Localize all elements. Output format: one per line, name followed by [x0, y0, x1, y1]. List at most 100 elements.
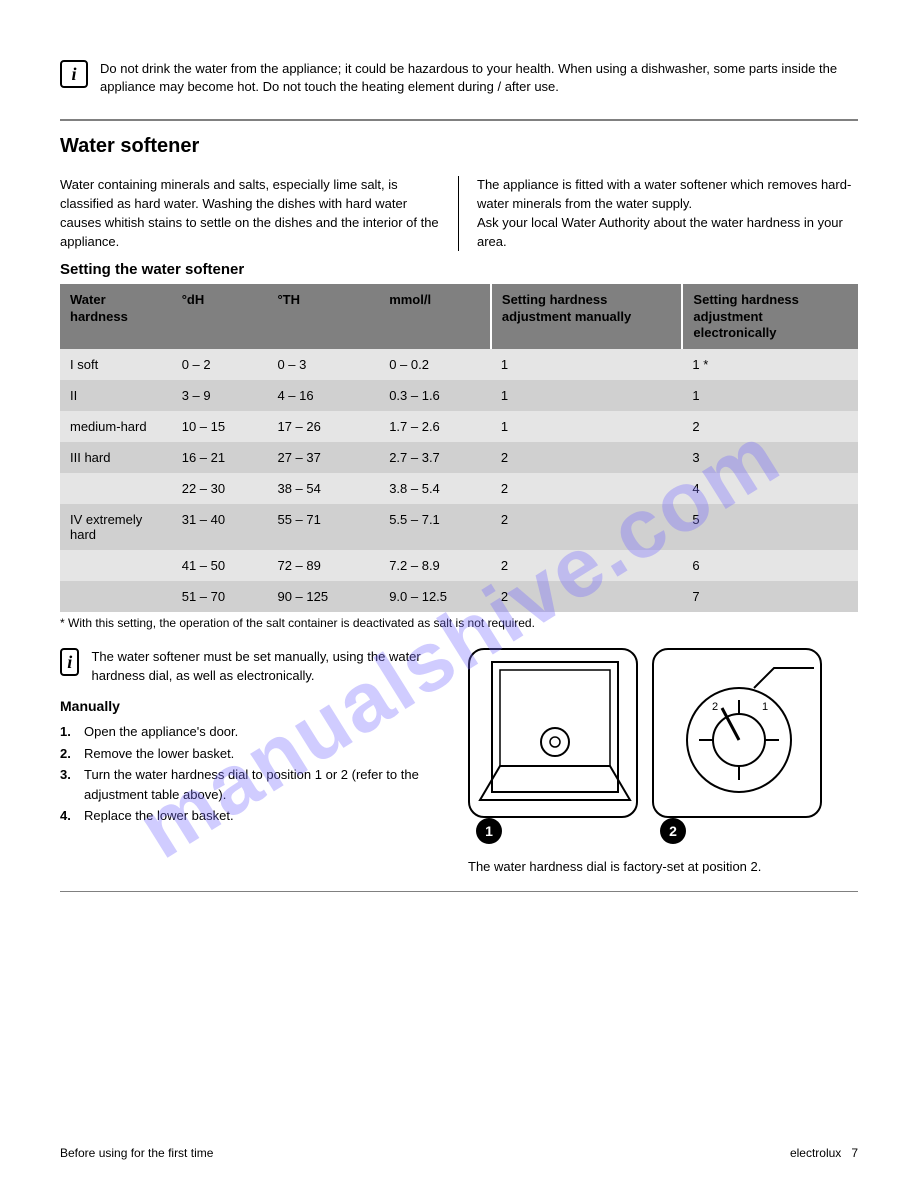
- table-body: I soft0 – 20 – 30 – 0.211 *II3 – 94 – 16…: [60, 349, 858, 612]
- table-cell: 55 – 71: [267, 504, 379, 550]
- table-cell: 0 – 0.2: [379, 349, 491, 380]
- step-item: 1. Open the appliance's door.: [60, 722, 450, 742]
- table-row: 41 – 5072 – 897.2 – 8.926: [60, 550, 858, 581]
- table-cell: 1: [491, 380, 683, 411]
- table-cell: 17 – 26: [267, 411, 379, 442]
- table-header-cell: °dH: [172, 284, 268, 349]
- table-cell: II: [60, 380, 172, 411]
- info-icon-glyph: i: [67, 649, 72, 675]
- table-cell: 2: [491, 504, 683, 550]
- table-cell: 3 – 9: [172, 380, 268, 411]
- figure-1-svg: [470, 650, 640, 820]
- table-cell: 9.0 – 12.5: [379, 581, 491, 612]
- table-row: 22 – 3038 – 543.8 – 5.424: [60, 473, 858, 504]
- manual-steps-list: 1. Open the appliance's door.2.Remove the…: [60, 722, 450, 826]
- table-header-cell: mmol/l: [379, 284, 491, 349]
- table-cell: 1: [491, 349, 683, 380]
- intro-left-text: Water containing minerals and salts, esp…: [60, 177, 439, 249]
- table-cell: 4: [682, 473, 858, 504]
- intro-right: The appliance is fitted with a water sof…: [459, 176, 858, 251]
- table-cell: 16 – 21: [172, 442, 268, 473]
- section-rule: [60, 119, 858, 121]
- table-cell: 31 – 40: [172, 504, 268, 550]
- step-item: 3.Turn the water hardness dial to positi…: [60, 765, 450, 804]
- table-cell: 41 – 50: [172, 550, 268, 581]
- info-icon: i: [60, 648, 79, 676]
- step-text: Turn the water hardness dial to position…: [84, 765, 450, 804]
- table-cell: III hard: [60, 442, 172, 473]
- table-cell: 0 – 3: [267, 349, 379, 380]
- step-number: 4.: [60, 806, 76, 826]
- table-cell: 5.5 – 7.1: [379, 504, 491, 550]
- table-header-cell: Setting hardness adjustment manually: [491, 284, 683, 349]
- intro-left: Water containing minerals and salts, esp…: [60, 176, 459, 251]
- table-footnote: * With this setting, the operation of th…: [60, 616, 858, 630]
- section-title: Water softener: [60, 135, 858, 158]
- step-item: 4. Replace the lower basket.: [60, 806, 450, 826]
- table-cell: 10 – 15: [172, 411, 268, 442]
- table-cell: 4 – 16: [267, 380, 379, 411]
- table-cell: 5: [682, 504, 858, 550]
- footer-rule: [60, 891, 858, 892]
- step-text: Open the appliance's door.: [84, 722, 238, 742]
- table-cell: IV extremely hard: [60, 504, 172, 550]
- table-cell: 51 – 70: [172, 581, 268, 612]
- table-cell: 2: [491, 473, 683, 504]
- table-header-cell: Water hardness: [60, 284, 172, 349]
- table-cell: [60, 473, 172, 504]
- table-cell: 90 – 125: [267, 581, 379, 612]
- table-cell: 7: [682, 581, 858, 612]
- table-head: Water hardness°dH°THmmol/lSetting hardne…: [60, 284, 858, 349]
- footer-left: Before using for the first time: [60, 1146, 213, 1160]
- step-item: 2.Remove the lower basket.: [60, 744, 450, 764]
- table-row: IV extremely hard31 – 4055 – 715.5 – 7.1…: [60, 504, 858, 550]
- top-note-block: i Do not drink the water from the applia…: [60, 60, 858, 95]
- step-number: 3.: [60, 765, 76, 804]
- table-row: III hard16 – 2127 – 372.7 – 3.723: [60, 442, 858, 473]
- info-icon-glyph: i: [71, 64, 76, 85]
- table-cell: 3: [682, 442, 858, 473]
- table-header-row: Water hardness°dH°THmmol/lSetting hardne…: [60, 284, 858, 349]
- table-row: 51 – 7090 – 1259.0 – 12.527: [60, 581, 858, 612]
- table-header-cell: °TH: [267, 284, 379, 349]
- footer-right: electrolux 7: [790, 1146, 858, 1160]
- info-icon: i: [60, 60, 88, 88]
- lower-right: 1 1 2 2 The water hardness dial: [468, 648, 858, 877]
- table-cell: medium-hard: [60, 411, 172, 442]
- table-row: I soft0 – 20 – 30 – 0.211 *: [60, 349, 858, 380]
- table-cell: 0 – 2: [172, 349, 268, 380]
- manual-subhead: Manually: [60, 696, 450, 716]
- lower-left-note-row: i The water softener must be set manuall…: [60, 648, 450, 686]
- top-note-text: Do not drink the water from the applianc…: [100, 60, 858, 95]
- step-text: Replace the lower basket.: [84, 806, 234, 826]
- table-cell: I soft: [60, 349, 172, 380]
- footer-brand: electrolux: [790, 1146, 841, 1160]
- table-header-cell: Setting hardness adjustment electronical…: [682, 284, 858, 349]
- page-root: i Do not drink the water from the applia…: [0, 0, 918, 1188]
- table-cell: 22 – 30: [172, 473, 268, 504]
- table-cell: 1.7 – 2.6: [379, 411, 491, 442]
- table-cell: 2: [491, 550, 683, 581]
- table-cell: 72 – 89: [267, 550, 379, 581]
- table-cell: 38 – 54: [267, 473, 379, 504]
- table-cell: 27 – 37: [267, 442, 379, 473]
- footer: Before using for the first time electrol…: [60, 1146, 858, 1160]
- table-cell: 0.3 – 1.6: [379, 380, 491, 411]
- table-cell: 6: [682, 550, 858, 581]
- intro-columns: Water containing minerals and salts, esp…: [60, 176, 858, 251]
- table-cell: 7.2 – 8.9: [379, 550, 491, 581]
- table-cell: 1 *: [682, 349, 858, 380]
- figures-row: 1 1 2 2: [468, 648, 858, 818]
- svg-text:1: 1: [762, 701, 768, 713]
- table-cell: 2: [491, 581, 683, 612]
- lower-block: i The water softener must be set manuall…: [60, 648, 858, 877]
- table-cell: 2: [491, 442, 683, 473]
- step-number: 1.: [60, 722, 76, 742]
- table-row: medium-hard10 – 1517 – 261.7 – 2.612: [60, 411, 858, 442]
- footer-page: 7: [851, 1146, 858, 1160]
- table-cell: 2: [682, 411, 858, 442]
- step-number: 2.: [60, 744, 76, 764]
- hardness-table: Water hardness°dH°THmmol/lSetting hardne…: [60, 284, 858, 612]
- lower-right-text: The water hardness dial is factory-set a…: [468, 858, 858, 877]
- table-cell: 1: [491, 411, 683, 442]
